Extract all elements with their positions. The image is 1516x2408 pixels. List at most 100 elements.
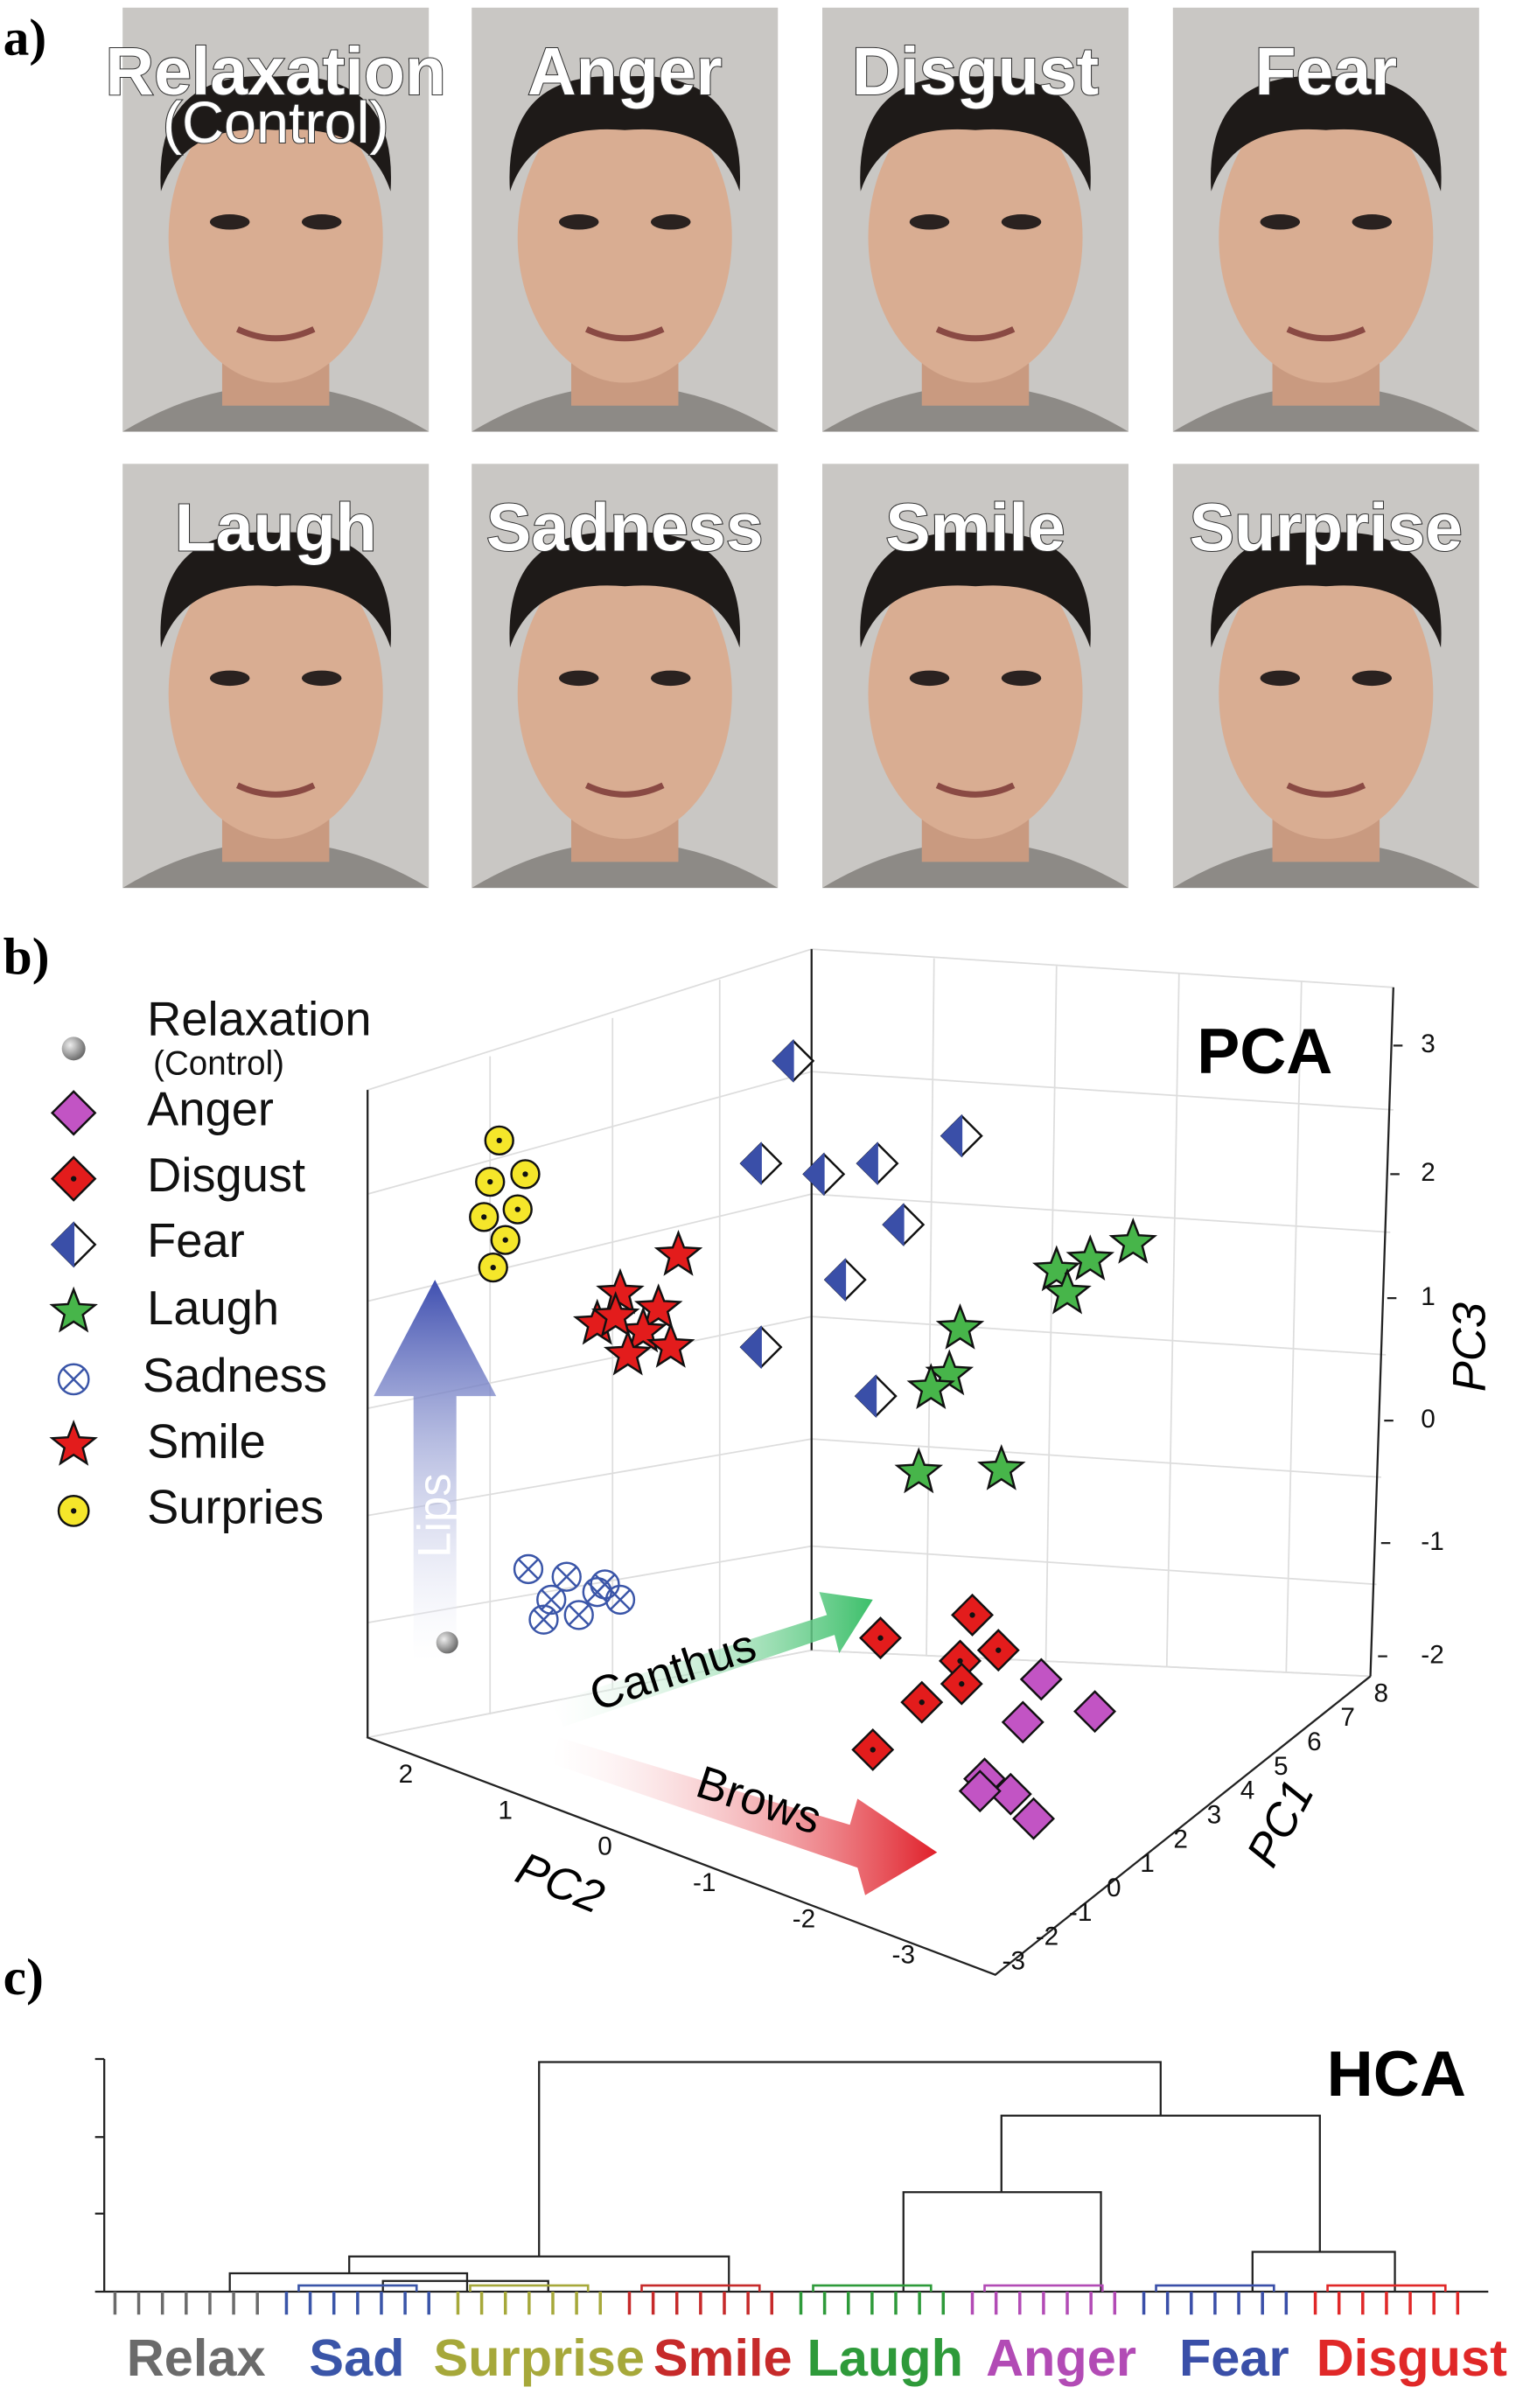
- star: [633, 1283, 683, 1330]
- ring: [563, 1600, 594, 1630]
- marker-dotcircle: [475, 1166, 506, 1197]
- tick-label: -2: [793, 1904, 815, 1933]
- dot: [870, 1747, 876, 1753]
- dot: [957, 1658, 963, 1665]
- marker-cross: [551, 1561, 582, 1592]
- marker-dotcircle: [57, 1495, 90, 1527]
- shoulders: [822, 841, 1129, 889]
- marker-dotdiamond: [50, 1155, 97, 1202]
- diamond: [1073, 1690, 1117, 1734]
- mouth: [1286, 782, 1366, 798]
- marker-redstar: [49, 1420, 98, 1466]
- marker-dotcircle: [478, 1252, 508, 1283]
- leaves: [113, 2284, 1460, 2315]
- marker-dotcircle: [484, 1125, 514, 1156]
- tick-label: 5: [1274, 1752, 1289, 1781]
- pca-points: [436, 1038, 1158, 1840]
- star: [1043, 1267, 1092, 1315]
- eye: [1260, 670, 1301, 687]
- marker-dotcircle: [490, 1225, 520, 1255]
- ring: [590, 1569, 620, 1600]
- face: [868, 548, 1083, 840]
- marker-diamond: [1001, 1700, 1044, 1744]
- group-label: Smile: [653, 2328, 793, 2387]
- ring: [513, 1553, 544, 1585]
- marker-dotdiamond: [859, 1616, 902, 1660]
- shoulders: [472, 841, 779, 889]
- tick-label: 7: [1340, 1703, 1355, 1732]
- star: [603, 1329, 653, 1376]
- shoulders: [1172, 386, 1479, 432]
- diamond: [1019, 1658, 1063, 1701]
- hca-title: HCA: [1327, 2037, 1466, 2110]
- marker-cross: [513, 1553, 544, 1585]
- dot: [522, 1171, 528, 1177]
- tick-label: 0: [597, 1832, 612, 1861]
- axis-label: PC2: [509, 1842, 611, 1923]
- tick-label: 0: [1421, 1405, 1436, 1434]
- diamond: [958, 1769, 1002, 1813]
- ring: [57, 1363, 90, 1396]
- tick-label: 4: [1240, 1776, 1255, 1805]
- marker-dotdiamond: [900, 1680, 944, 1724]
- shoulders: [122, 841, 430, 889]
- arrows: [374, 1280, 938, 1895]
- marker-dotdiamond: [851, 1727, 895, 1771]
- legend-sublabel: (Control): [153, 1044, 284, 1082]
- shoulders: [472, 386, 779, 432]
- marker-redstar: [646, 1322, 695, 1368]
- face-photo: [472, 464, 779, 889]
- cluster: [297, 2284, 418, 2292]
- marker-star: [977, 1444, 1026, 1490]
- cluster: [469, 2284, 590, 2292]
- dot: [514, 1206, 520, 1212]
- axis-label: PC3: [1444, 1302, 1496, 1392]
- legend-label: Smile: [147, 1415, 266, 1468]
- tick-label: -1: [1069, 1898, 1092, 1927]
- ring: [551, 1561, 582, 1592]
- face: [168, 92, 383, 383]
- marker-half: [739, 1141, 783, 1185]
- eye: [650, 214, 691, 230]
- dot: [71, 1176, 77, 1182]
- diamond: [50, 1090, 97, 1136]
- tick-label: 3: [1421, 1030, 1436, 1058]
- sphere: [436, 1631, 458, 1654]
- half: [824, 1258, 847, 1302]
- legend-label: Laugh: [147, 1282, 279, 1335]
- tick-label: 0: [1107, 1874, 1121, 1902]
- arrow-label: Lips: [409, 1474, 461, 1558]
- mouth: [935, 782, 1016, 798]
- eye: [909, 214, 950, 230]
- eye: [301, 214, 342, 230]
- star: [646, 1322, 695, 1368]
- face-label: Sadness: [486, 490, 764, 565]
- legend-label: Sadness: [143, 1350, 327, 1402]
- eye: [1352, 670, 1393, 687]
- x: [594, 1574, 616, 1595]
- dot: [490, 1264, 496, 1271]
- star: [1108, 1217, 1158, 1264]
- dot: [877, 1635, 884, 1641]
- marker-star: [49, 1286, 98, 1333]
- mouth: [935, 326, 1016, 342]
- mouth: [584, 782, 665, 798]
- dot: [996, 1647, 1002, 1653]
- eye: [1352, 214, 1393, 230]
- hair: [1211, 532, 1442, 648]
- face-label: Surprise: [1190, 490, 1463, 565]
- group-label: Fear: [1179, 2328, 1289, 2387]
- half: [740, 1325, 762, 1370]
- dendrogram: [94, 2057, 1489, 2293]
- face: [868, 92, 1083, 383]
- group-label: Sad: [309, 2328, 404, 2387]
- legend-label: Fear: [147, 1215, 245, 1267]
- marker-sphere: [61, 1036, 86, 1061]
- panel-label: c): [3, 1948, 44, 2006]
- face-photo: [122, 464, 430, 889]
- cluster: [812, 2284, 933, 2292]
- marker-star: [1065, 1234, 1115, 1281]
- tick-label: 1: [1421, 1282, 1436, 1311]
- marker-half: [856, 1141, 899, 1185]
- tick-label: -3: [892, 1941, 915, 1970]
